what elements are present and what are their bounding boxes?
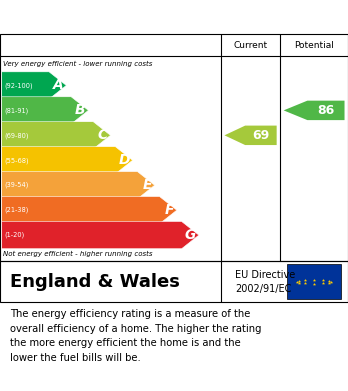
Text: A: A <box>53 79 64 92</box>
Text: (92-100): (92-100) <box>5 82 33 89</box>
Text: F: F <box>165 203 174 217</box>
Text: C: C <box>98 128 108 142</box>
Text: 86: 86 <box>317 104 334 117</box>
Polygon shape <box>2 221 199 249</box>
Polygon shape <box>2 197 177 224</box>
Text: (55-68): (55-68) <box>5 157 30 163</box>
Text: B: B <box>75 103 86 117</box>
Text: Potential: Potential <box>294 41 334 50</box>
Text: (69-80): (69-80) <box>5 132 29 138</box>
Text: England & Wales: England & Wales <box>10 273 180 291</box>
Text: Not energy efficient - higher running costs: Not energy efficient - higher running co… <box>3 251 153 257</box>
Text: Energy Efficiency Rating: Energy Efficiency Rating <box>10 8 239 26</box>
Text: G: G <box>185 228 196 242</box>
Text: (81-91): (81-91) <box>5 107 29 114</box>
Text: The energy efficiency rating is a measure of the
overall efficiency of a home. T: The energy efficiency rating is a measur… <box>10 309 262 362</box>
Text: (1-20): (1-20) <box>5 232 25 239</box>
Polygon shape <box>2 72 66 99</box>
Polygon shape <box>2 172 155 199</box>
Polygon shape <box>2 97 88 124</box>
Bar <box>287 264 341 299</box>
Text: EU Directive
2002/91/EC: EU Directive 2002/91/EC <box>235 270 295 294</box>
Polygon shape <box>2 122 111 149</box>
Text: Very energy efficient - lower running costs: Very energy efficient - lower running co… <box>3 61 153 66</box>
Text: Current: Current <box>234 41 268 50</box>
Text: (21-38): (21-38) <box>5 207 29 213</box>
Text: E: E <box>143 178 152 192</box>
Text: 69: 69 <box>252 129 270 142</box>
Text: D: D <box>119 153 130 167</box>
Text: (39-54): (39-54) <box>5 182 29 188</box>
Polygon shape <box>284 100 345 120</box>
Polygon shape <box>2 147 133 174</box>
Polygon shape <box>224 126 277 145</box>
